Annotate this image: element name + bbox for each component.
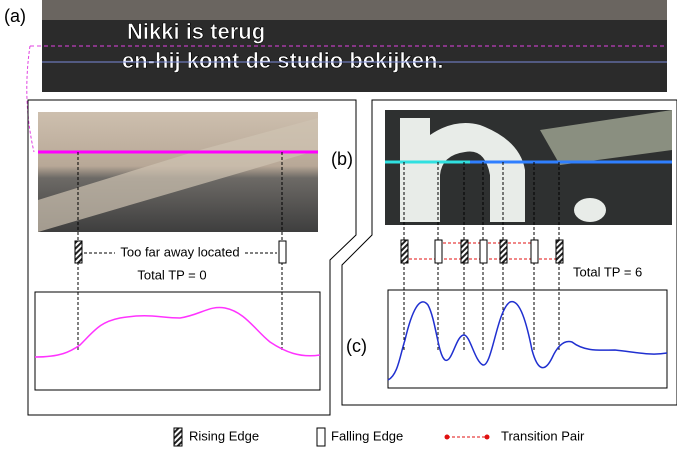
total: Total TP = 0 — [137, 267, 206, 282]
legend-label: Transition Pair — [501, 428, 585, 443]
panel-label: (c) — [346, 336, 367, 356]
total: Total TP = 6 — [573, 264, 642, 279]
rising-edge — [75, 241, 82, 263]
subtitle-line: Nikki is terug — [127, 19, 265, 44]
figure: (a) Nikki is terug en-hij komt de studio… — [0, 0, 677, 449]
legend-label: Rising Edge — [189, 428, 259, 443]
panel-label: (a) — [4, 6, 26, 26]
plot-frame — [388, 290, 667, 388]
legend-swatch — [317, 428, 325, 446]
legend-swatch — [445, 435, 450, 440]
falling-edge — [279, 241, 286, 263]
edge-markers — [401, 240, 563, 263]
legend-swatch — [174, 428, 182, 446]
frame-top — [42, 0, 667, 20]
dot — [574, 198, 606, 222]
subtitle-line: en-hij komt de studio bekijken. — [122, 48, 444, 73]
legend-swatch — [485, 435, 490, 440]
plot-frame — [35, 292, 320, 390]
legend-label: Falling Edge — [331, 428, 403, 443]
annotation: Too far away located — [120, 244, 239, 259]
profile-curve — [388, 302, 667, 380]
panel-label: (b) — [331, 149, 353, 169]
